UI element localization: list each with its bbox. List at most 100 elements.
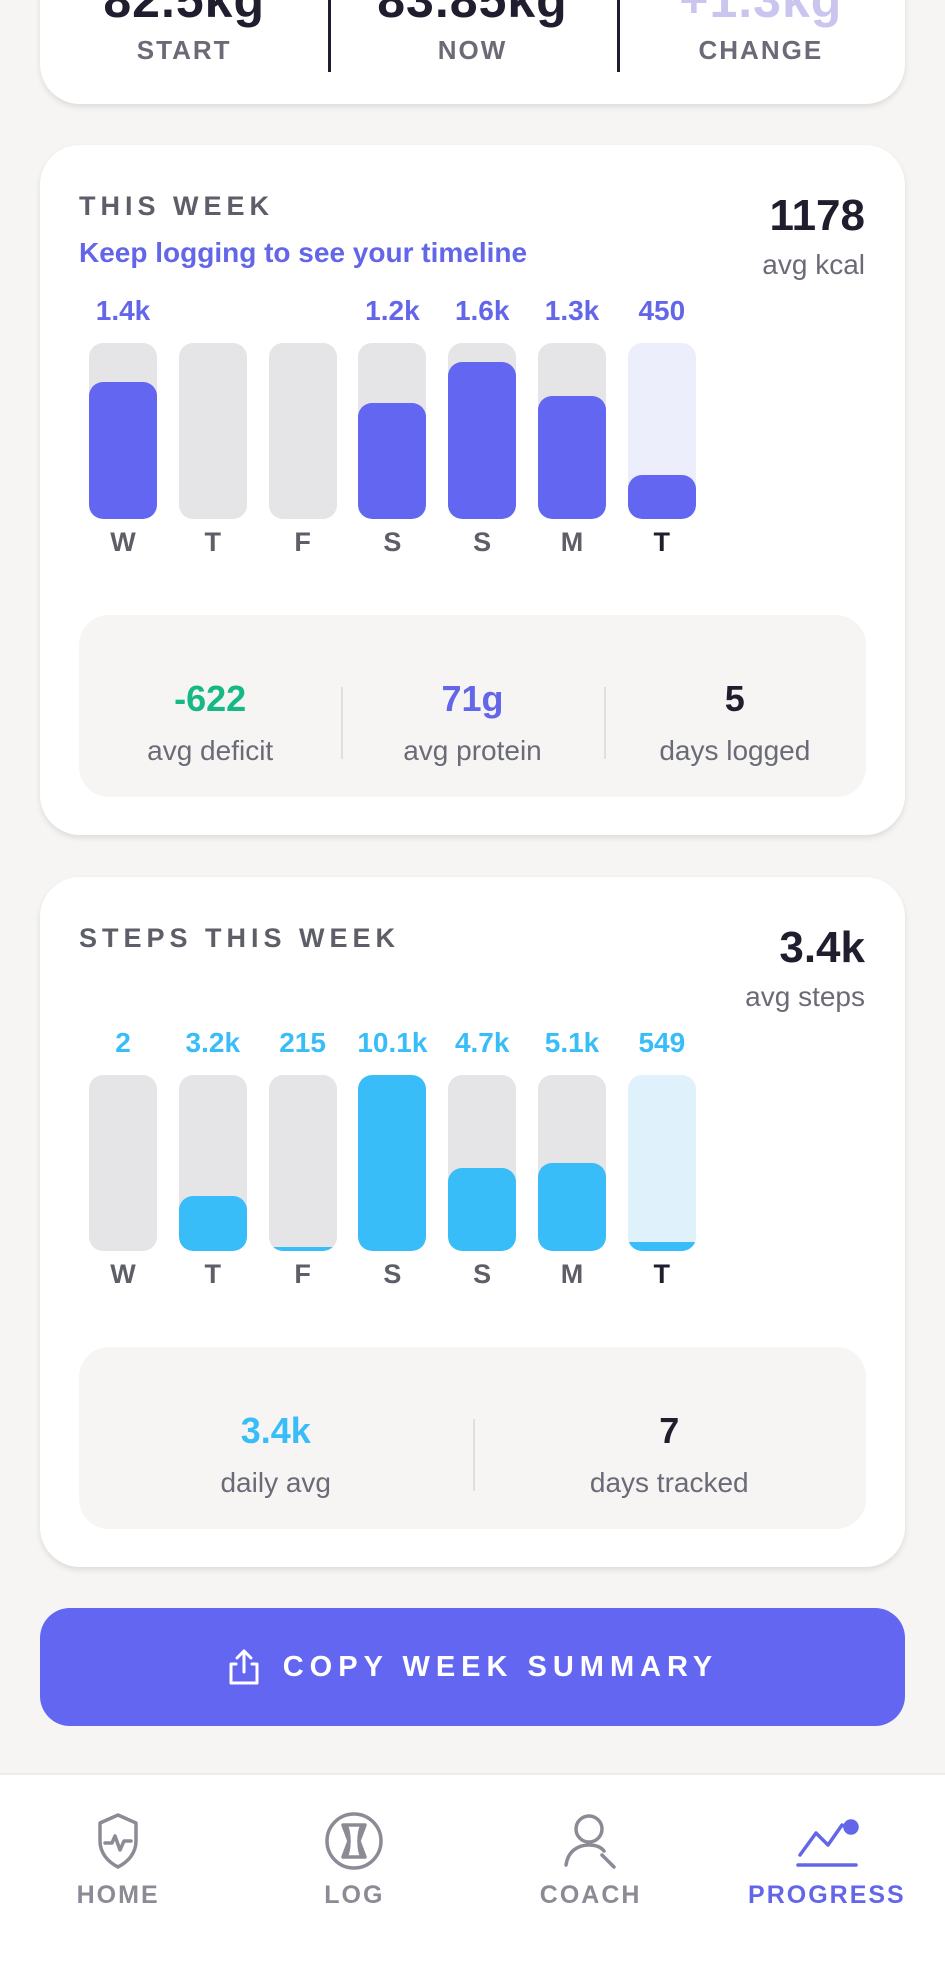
stat-item: 71g avg protein [341, 615, 603, 797]
stat-item: 5 days logged [603, 615, 866, 797]
stat-value: 7 [659, 1410, 680, 1451]
bar-fill [358, 403, 427, 519]
nav-item-progress[interactable]: PROGRESS [709, 1775, 945, 1963]
weight-now-value: 83.85kg [377, 0, 568, 28]
bar-value-label: 1.3k [544, 295, 600, 326]
bar-day-label: W [110, 1259, 136, 1289]
nav-label-progress: PROGRESS [748, 1881, 906, 1909]
person-icon [563, 1814, 616, 1869]
bar-track [538, 1075, 606, 1251]
bar-value-label: 1.2k [365, 295, 420, 326]
stat-value: 3.4k [240, 1410, 311, 1451]
bar-track [358, 1075, 427, 1251]
nav-label-home: HOME [76, 1881, 160, 1909]
bar-track [178, 343, 247, 519]
bar-fill [627, 1242, 696, 1251]
stat-label: daily avg [220, 1467, 331, 1498]
card-title: THIS WEEK [79, 191, 275, 221]
bar-value-label: 450 [638, 295, 686, 326]
nav-item-coach[interactable]: COACH [473, 1775, 709, 1963]
steps-bar-chart: 2 W 3.2k T 215 F 10.1k S 4.7k S 5.1k M 549 T [40, 1027, 905, 1297]
weight-now-label: NOW [437, 35, 508, 65]
share-upload-icon [229, 1649, 259, 1685]
bar-value-label: 10.1k [357, 1027, 428, 1058]
bar-value-label: 4.7k [454, 1027, 510, 1058]
bar-track [268, 343, 337, 519]
stat-item: 3.4k daily avg [79, 1347, 473, 1529]
weight-start: 82.5kg START [40, 0, 328, 104]
avg-steps-value: 3.4k [779, 923, 865, 972]
bar-value-label: 1.6k [454, 295, 510, 326]
bar-fill [268, 1247, 337, 1251]
avg-kcal-label: avg kcal [762, 249, 865, 280]
bar-day-label: F [294, 527, 311, 557]
bar-day-label: T [653, 527, 671, 557]
weight-start-value: 82.5kg [103, 0, 265, 28]
nav-item-home[interactable]: HOME [0, 1775, 236, 1963]
weight-summary-card: 82.5kg START 83.85kg NOW +1.3kg CHANGE [40, 0, 905, 104]
bar-fill [358, 1075, 427, 1251]
bar-track [627, 1075, 696, 1251]
bar-value-label: 2 [115, 1027, 131, 1058]
stat-item: -622 avg deficit [79, 615, 341, 797]
card-subtitle: Keep logging to see your timeline [79, 237, 528, 268]
bar-day-label: M [560, 527, 584, 557]
bar-day-label: T [653, 1259, 671, 1289]
bar-track [358, 343, 427, 519]
bar-value-label: 215 [279, 1027, 326, 1058]
steps-stats-panel: 3.4k daily avg 7 days tracked [79, 1347, 866, 1529]
bar-fill [538, 1163, 606, 1251]
bar-value-label: 3.2k [185, 1027, 241, 1058]
trend-chart-icon [796, 1819, 859, 1867]
bar-track [89, 343, 157, 519]
bar-fill [89, 382, 157, 519]
bar-fill [448, 362, 517, 519]
bar-fill [178, 1196, 247, 1251]
bar-track [448, 343, 517, 519]
bar-track [627, 343, 696, 519]
bar-day-label: S [383, 1259, 402, 1289]
weight-change: +1.3kg CHANGE [616, 0, 905, 104]
stat-label: avg deficit [147, 735, 274, 766]
bar-fill [627, 475, 696, 519]
weekly-steps-card: STEPS THIS WEEK 3.4k avg steps 2 W 3.2k T 21… [40, 877, 905, 1567]
stat-label: avg protein [403, 735, 542, 766]
card-title: STEPS THIS WEEK [79, 923, 401, 953]
avg-kcal-value: 1178 [769, 191, 865, 240]
bar-day-label: T [204, 527, 222, 557]
bar-fill [538, 396, 606, 519]
stat-label: days logged [659, 735, 811, 766]
weight-start-label: START [136, 35, 232, 65]
stat-value: 71g [441, 678, 504, 719]
shield-pulse-icon [98, 1813, 138, 1869]
avg-steps-label: avg steps [745, 981, 865, 1012]
nav-label-coach: COACH [539, 1881, 642, 1909]
bar-value-label: 5.1k [544, 1027, 600, 1058]
bar-fill [448, 1168, 517, 1251]
weight-change-label: CHANGE [698, 35, 824, 65]
bar-value-label: 549 [638, 1027, 686, 1058]
bar-track [448, 1075, 517, 1251]
weekly-calories-card: THIS WEEK Keep logging to see your timel… [40, 145, 905, 835]
copy-week-summary-button[interactable]: COPY WEEK SUMMARY [40, 1608, 905, 1726]
nav-label-log: LOG [324, 1881, 385, 1909]
nav-item-log[interactable]: LOG [236, 1775, 472, 1963]
bar-day-label: S [383, 527, 402, 557]
bar-day-label: W [110, 527, 136, 557]
bottom-nav: HOME LOG COACH PROGRESS [0, 1773, 945, 1963]
bar-day-label: F [294, 1259, 311, 1289]
weight-now: 83.85kg NOW [328, 0, 616, 104]
weight-change-value: +1.3kg [679, 0, 843, 28]
stat-label: days tracked [589, 1467, 749, 1498]
bar-track [538, 343, 606, 519]
bar-track [268, 1075, 337, 1251]
stat-value: 5 [724, 678, 745, 719]
calories-bar-chart: 1.4k W T F 1.2k S 1.6k S 1.3k M 450 T [40, 295, 905, 565]
bar-track [178, 1075, 247, 1251]
bar-day-label: M [560, 1259, 584, 1289]
stat-value: -622 [174, 678, 247, 719]
copy-week-summary-label: COPY WEEK SUMMARY [282, 1650, 719, 1683]
plate-icon [325, 1812, 384, 1870]
calories-stats-panel: -622 avg deficit 71g avg protein 5 days logge… [79, 615, 866, 797]
bar-day-label: T [204, 1259, 222, 1289]
